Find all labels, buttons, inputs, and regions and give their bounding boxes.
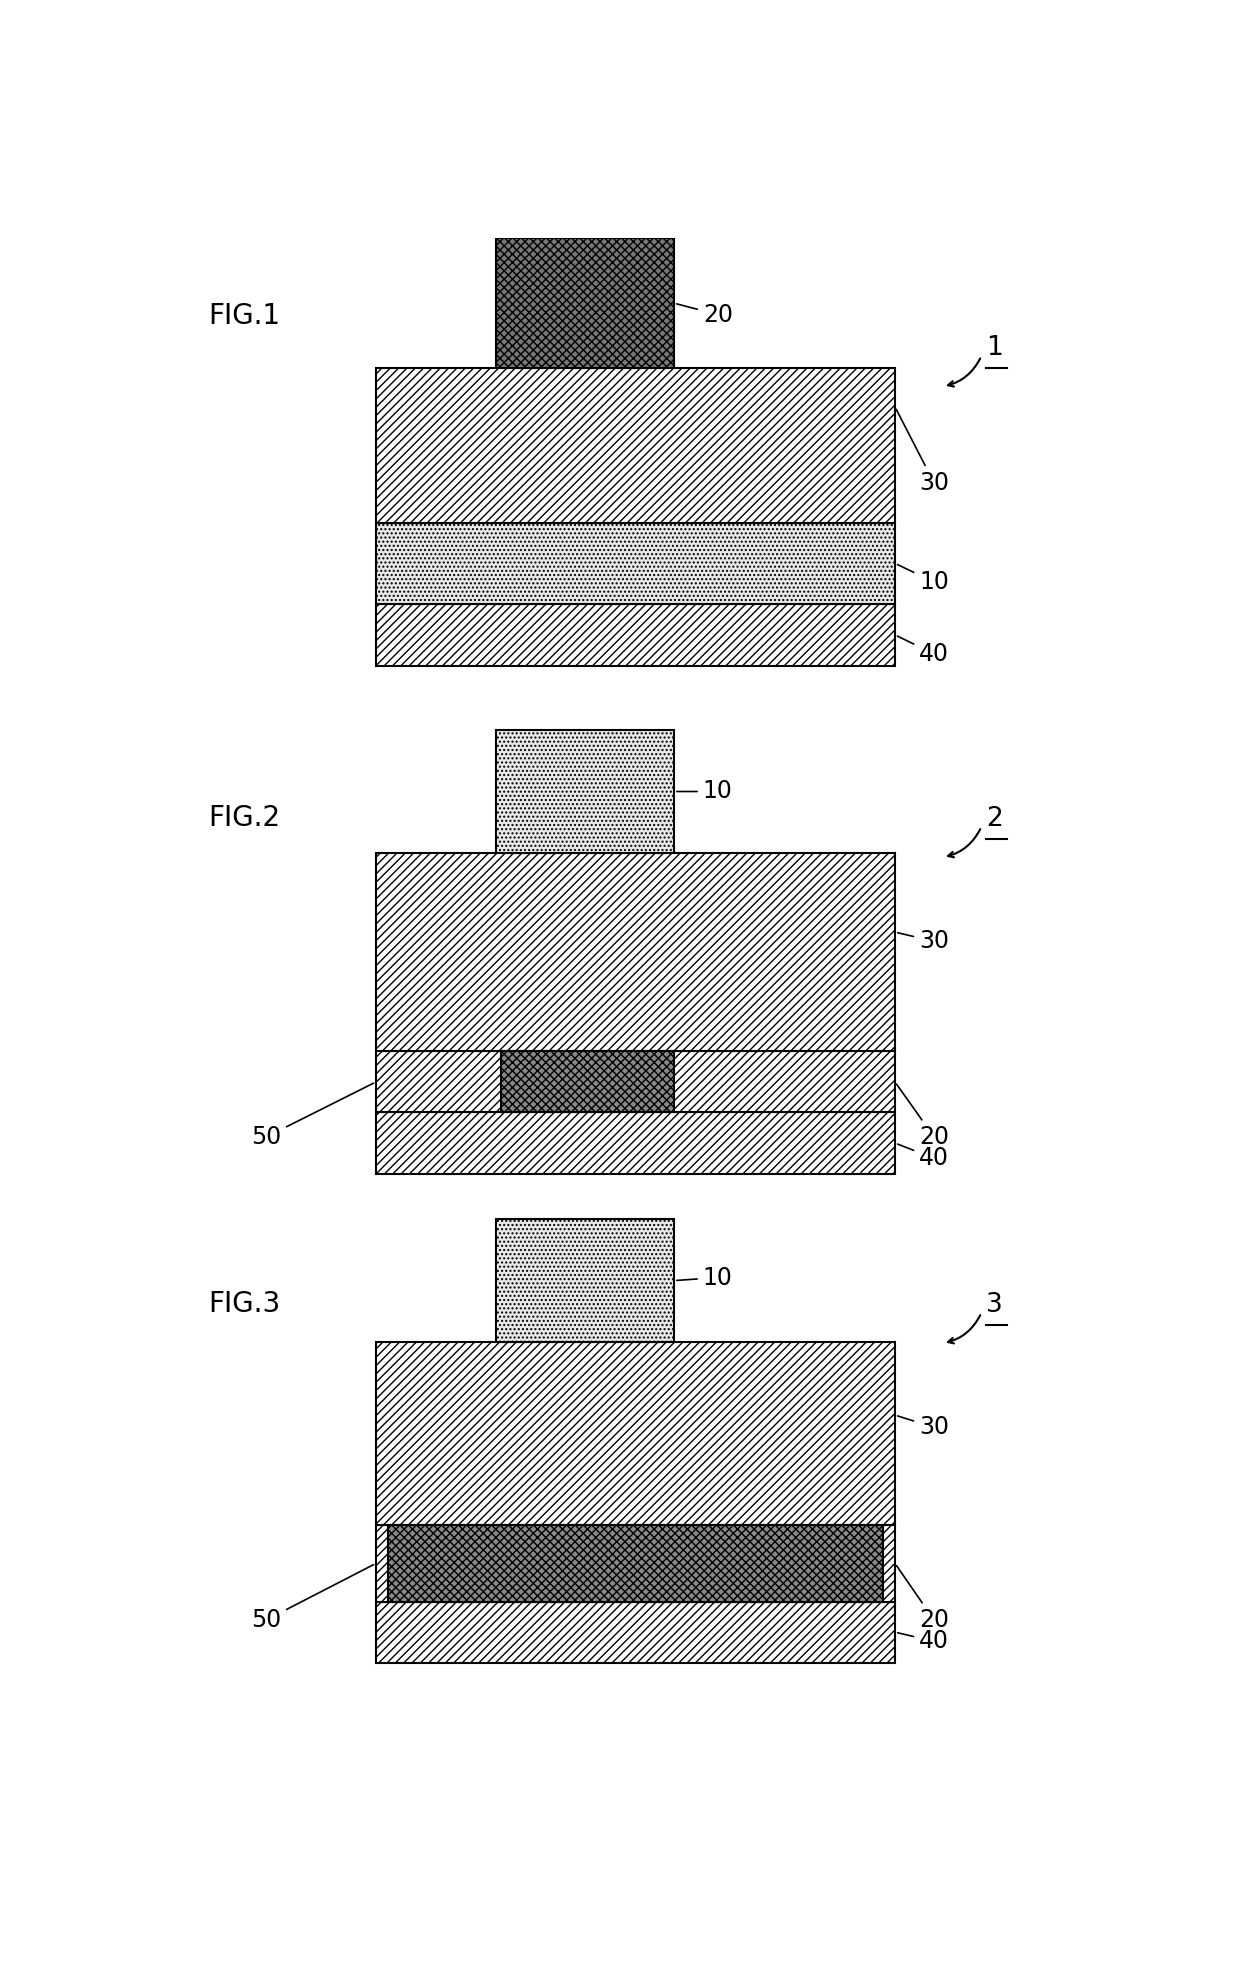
- Bar: [376, 524, 895, 603]
- Bar: [376, 1342, 895, 1524]
- Bar: [376, 1112, 895, 1173]
- Bar: [376, 603, 895, 667]
- Text: 20: 20: [897, 1566, 949, 1632]
- Text: 40: 40: [898, 635, 949, 665]
- Bar: [376, 367, 895, 524]
- Text: 2: 2: [986, 806, 1003, 832]
- Text: 10: 10: [677, 780, 733, 804]
- Bar: [496, 1219, 675, 1342]
- Text: 30: 30: [897, 409, 949, 494]
- Bar: [376, 1052, 895, 1112]
- Text: 40: 40: [898, 1143, 949, 1171]
- Text: FIG.2: FIG.2: [208, 804, 280, 832]
- Text: 10: 10: [677, 1266, 733, 1290]
- Text: FIG.3: FIG.3: [208, 1290, 280, 1318]
- Text: 50: 50: [250, 1564, 373, 1632]
- Text: 50: 50: [250, 1084, 373, 1149]
- Text: 10: 10: [898, 564, 949, 594]
- Bar: [496, 730, 675, 854]
- Bar: [388, 1524, 883, 1602]
- Bar: [496, 238, 675, 367]
- Text: FIG.1: FIG.1: [208, 302, 280, 330]
- Text: 3: 3: [986, 1292, 1003, 1318]
- Bar: [376, 854, 895, 1052]
- Text: 30: 30: [898, 1415, 949, 1439]
- Bar: [376, 1602, 895, 1663]
- Text: 30: 30: [898, 929, 949, 953]
- Text: 20: 20: [897, 1084, 949, 1149]
- Bar: [376, 1524, 895, 1602]
- Bar: [501, 1052, 675, 1112]
- Text: 40: 40: [898, 1630, 949, 1654]
- Text: 1: 1: [986, 335, 1003, 361]
- Text: 20: 20: [677, 302, 733, 328]
